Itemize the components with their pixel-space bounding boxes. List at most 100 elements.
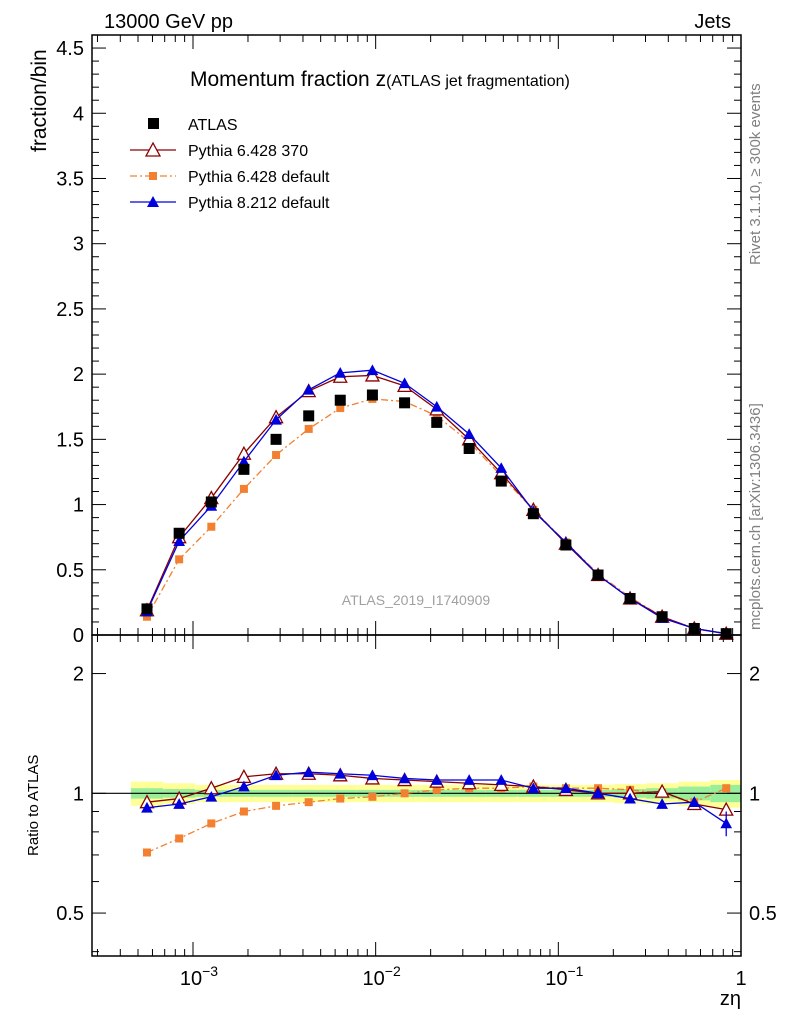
ratio-point-pythia-6-428-default [272,801,281,810]
main-axis-ticks [92,35,742,636]
main-y-tick-label: 0.5 [56,560,84,582]
ratio-point-pythia-8-212-default [592,787,604,799]
ratio-point-pythia-8-212-default [495,774,508,785]
main-point-atlas [624,592,636,604]
main-point-pythia-8-212-default [463,428,476,440]
ratio-data-series [139,765,734,857]
legend-label-atlas: ATLAS [188,117,238,134]
main-point-pythia-6-428-default [304,424,313,433]
main-point-pythia-8-212-default [270,413,282,425]
legend-label-pythia8-default: Pythia 8.212 default [188,195,330,212]
main-point-atlas [656,611,668,623]
main-point-pythia-8-212-default [398,377,411,389]
header-beam-label: 13000 GeV pp [104,11,233,33]
ratio-point-pythia-8-212-default [688,796,701,808]
legend-marker-pythia6-370 [144,141,162,157]
x-tick-label: 10−1 [545,963,583,990]
main-point-atlas [431,416,443,428]
main-title-subtitle: (ATLAS jet fragmentation) [386,73,570,90]
ratio-point-pythia-8-212-default [366,769,379,781]
main-point-atlas [366,389,378,401]
main-y-tick-label: 4.5 [56,38,84,60]
main-point-atlas [688,622,700,634]
ratio-y-tick-label-right: 1 [749,783,760,805]
main-point-pythia-8-212-default [366,364,379,376]
legend-label-pythia6-370: Pythia 6.428 370 [188,143,308,160]
main-point-pythia-8-212-default [238,455,250,467]
mcplots-reference-label: mcplots.cern.ch [arXiv:1306.3436] [747,403,764,630]
ratio-point-pythia-8-212-default [398,772,411,784]
legend-label-pythia6-default: Pythia 6.428 default [188,169,330,186]
main-point-pythia-8-212-default [334,366,347,378]
main-point-atlas [141,603,153,615]
main-point-pythia-8-212-default [495,462,508,473]
ratio-point-pythia-8-212-default [624,792,636,804]
ratio-y-tick-label: 0.5 [56,903,84,925]
main-point-atlas [173,527,185,539]
ratio-point-pythia-8-212-default [302,766,315,778]
ratio-point-pythia-8-212-default [527,782,540,794]
main-point-atlas [463,442,475,454]
main-y-tick-label: 2 [73,364,84,386]
ratio-panel: 0.5 0.5 1 1 2 2 Ratio to ATLAS [25,634,777,957]
ratio-point-pythia-6-428-370 [654,783,670,798]
ratio-point-pythia-6-428-default [368,792,377,801]
main-point-pythia-6-428-default [175,555,184,564]
legend: ATLAS Pythia 6.428 370 Pythia 6.428 defa… [130,117,330,212]
main-point-pythia-6-428-default [432,411,441,420]
main-y-tick-label: 1 [73,495,84,517]
ratio-point-pythia-6-428-default [175,834,184,843]
ratio-y-tick-label-right: 2 [749,664,760,686]
main-point-pythia-8-212-default [430,400,443,412]
main-point-pythia-6-428-default [142,612,151,621]
ratio-point-pythia-6-428-default [400,789,409,798]
x-tick-label: 1 [735,968,746,990]
analysis-watermark: ATLAS_2019_I1740909 [342,592,491,608]
main-point-atlas [334,394,346,406]
main-y-tick-label: 3.5 [56,168,84,190]
ratio-point-pythia-6-428-default [722,784,731,793]
main-y-tick-label: 0 [73,625,84,647]
main-point-pythia-6-428-default [207,522,216,531]
ratio-point-pythia-6-428-default [336,794,345,803]
ratio-y-tick-label-right: 0.5 [749,903,777,925]
main-point-atlas [303,410,315,422]
main-y-tick-labels: 0 0.5 1 1.5 2 2.5 3 3.5 4 4.5 [56,38,84,647]
ratio-point-pythia-8-212-default [238,780,250,792]
main-y-tick-label: 1.5 [56,429,84,451]
ratio-point-pythia-6-428-default [142,848,151,857]
main-point-atlas [720,628,732,640]
ratio-point-pythia-8-212-default [141,801,153,813]
ratio-point-pythia-6-428-default [207,819,216,828]
main-point-pythia-6-428-default [272,451,281,459]
x-tick-labels: 10−3 10−2 10−1 1 [180,963,747,990]
main-y-tick-label: 2.5 [56,299,84,321]
main-point-atlas [399,397,411,409]
main-point-atlas [592,569,604,581]
ratio-y-tick-label: 1 [73,783,84,805]
x-axis-label: zη [720,988,741,1010]
ratio-point-pythia-8-212-default [205,790,218,802]
main-point-atlas [270,433,282,445]
ratio-y-tick-label: 2 [73,664,84,686]
ratio-point-pythia-8-212-default [430,774,443,785]
x-tick-label: 10−2 [363,963,401,990]
main-point-pythia-6-428-default [336,404,345,413]
main-point-atlas [205,496,217,508]
main-point-atlas [527,508,539,520]
main-point-atlas [560,539,572,551]
ratio-point-pythia-8-212-default [463,774,476,785]
main-point-pythia-8-212-default [302,383,315,395]
ratio-point-pythia-8-212-default [173,798,186,809]
ratio-axis-ticks [92,635,742,956]
main-title-text: Momentum fraction z [190,68,386,91]
main-point-pythia-8-212-default [173,535,186,546]
legend-marker-atlas [148,118,159,129]
legend-marker-pythia8-default [147,196,159,207]
ratio-y-axis-label: Ratio to ATLAS [25,755,42,856]
legend-marker-pythia6-default [149,172,157,180]
main-y-tick-label: 3 [73,234,84,256]
main-panel: 0 0.5 1 1.5 2 2.5 3 3.5 4 4.5 Momentum fraction z… [28,34,742,647]
main-point-atlas [238,463,250,475]
x-tick-label: 10−3 [180,963,218,990]
